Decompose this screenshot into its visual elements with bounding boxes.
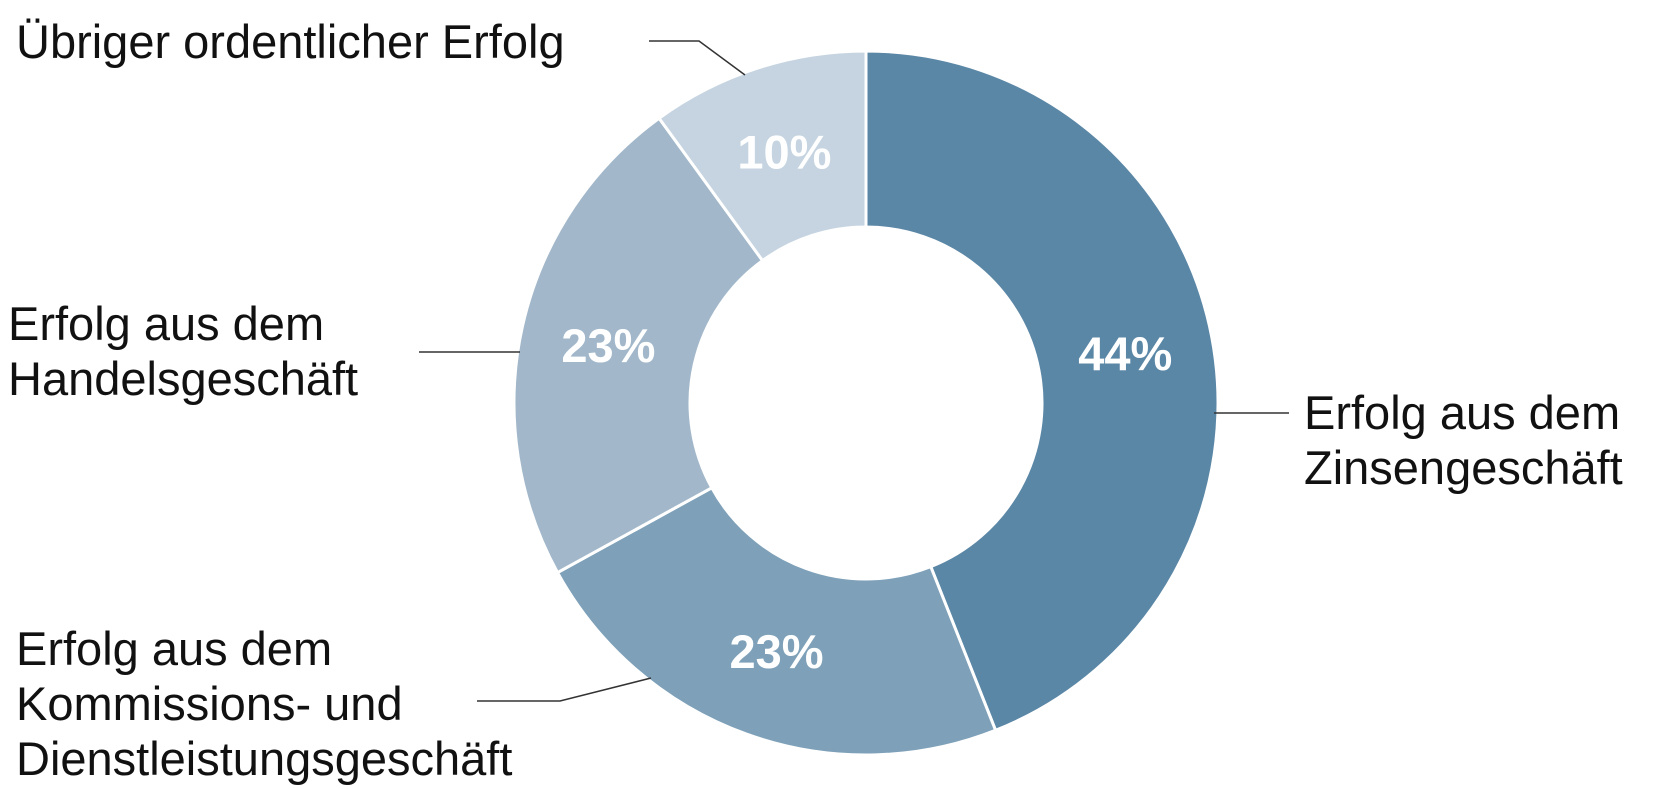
segments bbox=[512, 49, 1220, 757]
leader-line bbox=[477, 677, 652, 702]
donut-segment bbox=[657, 49, 868, 263]
donut-segment bbox=[555, 485, 998, 757]
category-label: Erfolg aus dem Zinsengeschäft bbox=[1304, 386, 1623, 494]
value-label: 23% bbox=[730, 625, 824, 678]
value-label: 10% bbox=[737, 125, 831, 178]
donut-segment bbox=[864, 49, 1220, 733]
category-label: Erfolg aus dem Kommissions- und Dienstle… bbox=[16, 622, 513, 785]
value-label: 44% bbox=[1078, 327, 1172, 380]
category-label: Übriger ordentlicher Erfolg bbox=[16, 15, 565, 68]
donut-segment bbox=[512, 116, 765, 575]
category-label: Erfolg aus dem Handelsgeschäft bbox=[8, 297, 359, 405]
value-label: 23% bbox=[561, 319, 655, 372]
leader-line bbox=[649, 40, 746, 76]
